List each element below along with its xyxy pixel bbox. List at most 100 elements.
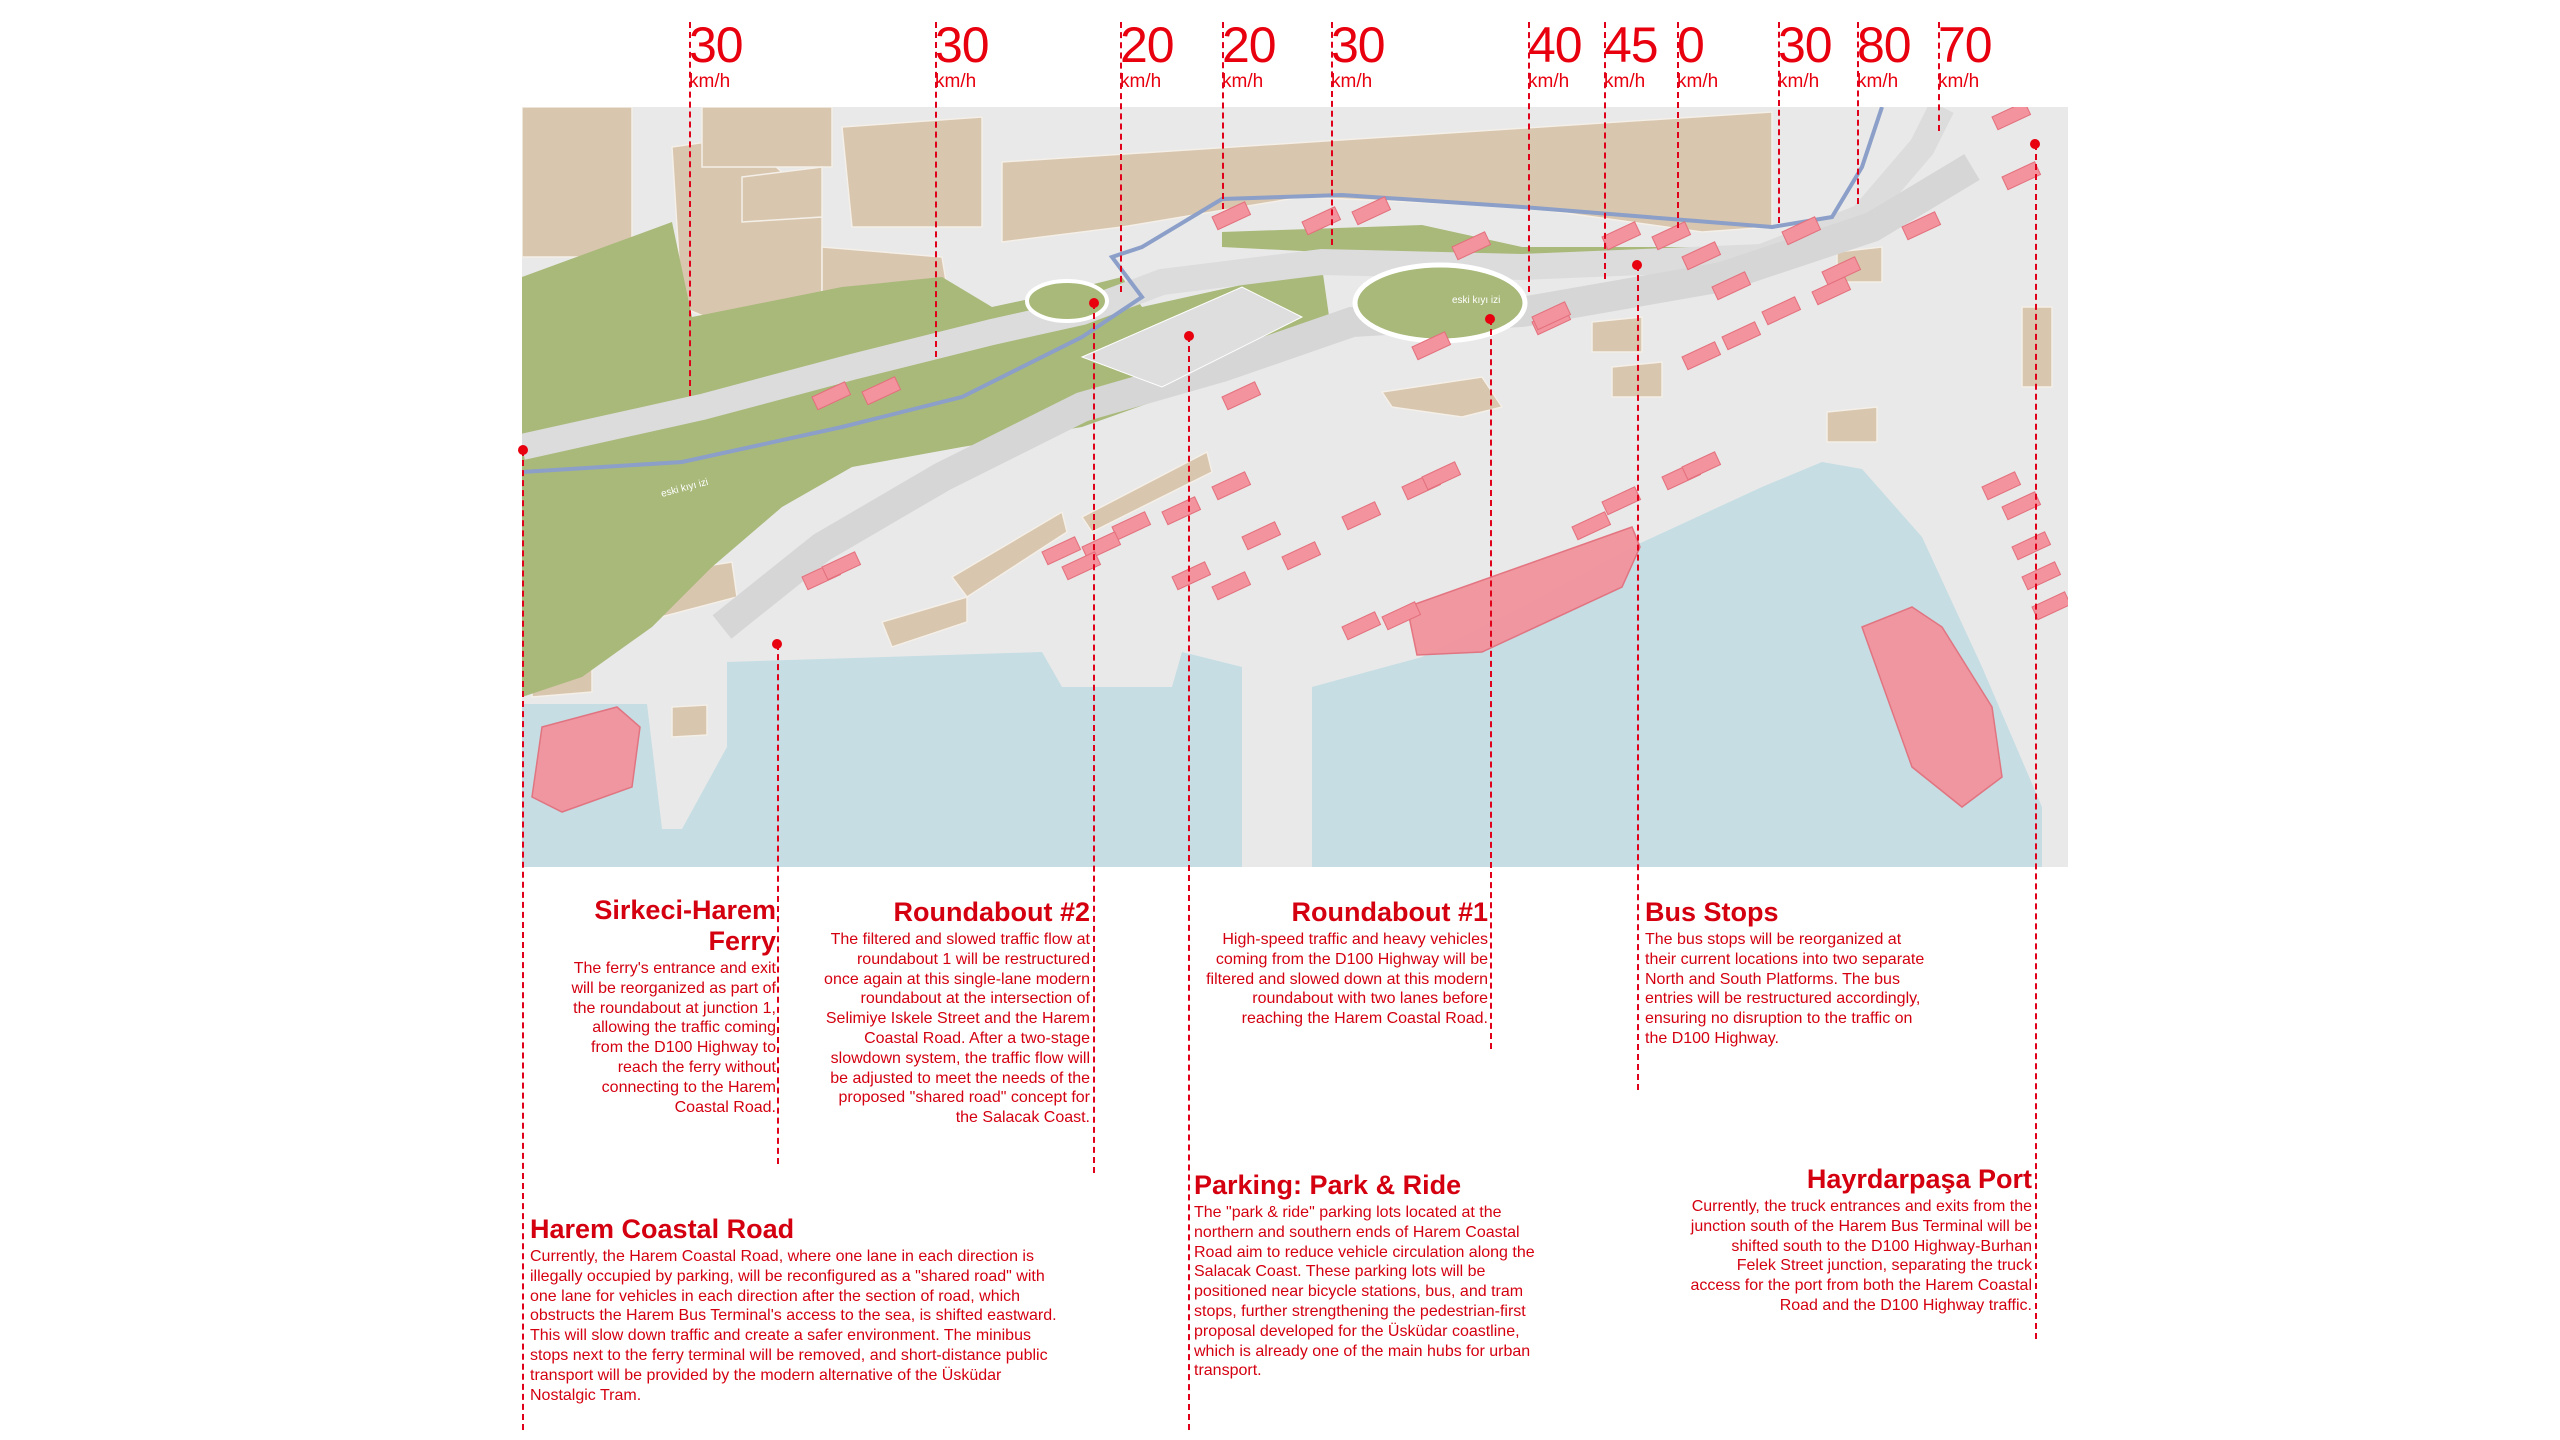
water-west xyxy=(522,652,1242,867)
vehicle xyxy=(2021,561,2062,591)
note-roundabout-1: Roundabout #1 High-speed traffic and hea… xyxy=(1200,897,1488,1029)
water-port-basin xyxy=(1312,462,2042,867)
speed-value: 20 xyxy=(1222,17,1277,73)
speed-limit-marker: 0 km/h xyxy=(1677,20,1718,91)
vehicle xyxy=(811,381,852,411)
note-ferry: Sirkeci-Harem Ferry The ferry's entrance… xyxy=(560,895,776,1117)
vehicle xyxy=(1681,341,1722,371)
vehicle xyxy=(1381,601,1422,631)
vehicle xyxy=(1041,536,1082,566)
speed-unit: km/h xyxy=(1604,71,1646,92)
callout-leader-line xyxy=(522,450,524,1430)
speed-limit-marker: 40 km/h xyxy=(1528,17,1583,91)
speed-value: 0 xyxy=(1677,17,1705,73)
vehicle xyxy=(1351,196,1392,226)
callout-leader-line xyxy=(1188,336,1190,1430)
old-shoreline-label: eski kıyı izi xyxy=(1452,295,1500,306)
note-title: Hayrdarpaşa Port xyxy=(1806,1164,2032,1194)
callout-leader-line xyxy=(1093,303,1095,1173)
speed-leader-line xyxy=(1778,22,1780,223)
callout-leader-line xyxy=(1637,265,1639,1090)
vehicle xyxy=(1901,211,1942,241)
ships xyxy=(531,526,2003,813)
vehicle xyxy=(1761,296,1802,326)
vehicle xyxy=(2001,491,2042,521)
location-pin xyxy=(518,445,528,455)
vehicle xyxy=(1531,301,1572,331)
roundabout-2 xyxy=(1025,279,1109,323)
vehicle xyxy=(1061,551,1102,581)
note-title: Roundabout #2 xyxy=(893,897,1091,927)
speed-leader-line xyxy=(935,22,937,357)
vehicle xyxy=(2001,161,2042,191)
speed-unit: km/h xyxy=(689,71,731,92)
speed-limit-marker: 20 km/h xyxy=(1120,17,1175,92)
speed-unit: km/h xyxy=(1938,71,1980,92)
vehicle xyxy=(1721,321,1762,351)
note-title: Bus Stops xyxy=(1645,897,1779,927)
d100-highway xyxy=(522,107,1954,460)
speed-leader-line xyxy=(1857,22,1859,204)
vehicle xyxy=(1991,107,2032,131)
speed-leader-line xyxy=(1528,22,1530,292)
speed-leader-line xyxy=(1120,22,1122,292)
vehicle xyxy=(1211,471,1252,501)
speed-leader-line xyxy=(1604,22,1606,279)
speed-unit: km/h xyxy=(1222,71,1264,92)
speed-value: 40 xyxy=(1528,17,1583,73)
speed-unit: km/h xyxy=(1120,71,1162,92)
coastal-road xyxy=(712,154,1980,639)
vehicle xyxy=(2011,531,2052,561)
vehicle xyxy=(1281,541,1322,571)
note-body: The ferry's entrance and exit will be re… xyxy=(571,960,776,1116)
note-body: The "park & ride" parking lots located a… xyxy=(1194,1204,1535,1380)
vehicle xyxy=(1221,381,1262,411)
vehicle-group xyxy=(801,107,2068,641)
location-pin xyxy=(772,639,782,649)
speed-value: 70 xyxy=(1938,17,1993,73)
vehicle xyxy=(1981,471,2022,501)
note-title: Sirkeci-Harem Ferry xyxy=(594,895,776,956)
speed-limit-marker: 30 km/h xyxy=(1331,17,1386,91)
note-coastal-road: Harem Coastal Road Currently, the Harem … xyxy=(530,1214,1070,1405)
note-bus-stops: Bus Stops The bus stops will be reorgani… xyxy=(1645,897,1935,1049)
vehicle xyxy=(1451,231,1492,261)
container-ship xyxy=(1406,526,1641,656)
speed-limit-marker: 20 km/h xyxy=(1222,17,1277,92)
vehicle xyxy=(1821,256,1862,286)
speed-value: 20 xyxy=(1120,17,1175,73)
callout-leader-line xyxy=(777,644,779,1164)
speed-value: 80 xyxy=(1857,17,1912,73)
vehicle xyxy=(1161,496,1202,526)
speed-value: 30 xyxy=(1331,17,1386,73)
vehicle xyxy=(1341,611,1382,641)
speed-leader-line xyxy=(1222,22,1224,209)
vehicle xyxy=(821,551,862,581)
vehicle xyxy=(1211,571,1252,601)
note-body: Currently, the Harem Coastal Road, where… xyxy=(530,1248,1057,1404)
speed-leader-line xyxy=(1331,22,1333,245)
vehicle xyxy=(1681,241,1722,271)
note-body: Currently, the truck entrances and exits… xyxy=(1690,1198,2032,1314)
speed-value: 30 xyxy=(1778,17,1833,73)
callout-leader-line xyxy=(1490,319,1492,1049)
note-title: Roundabout #1 xyxy=(1291,897,1489,927)
speed-leader-line xyxy=(1938,22,1940,131)
speed-unit: km/h xyxy=(1677,71,1719,92)
location-pin xyxy=(1485,314,1495,324)
location-pin xyxy=(1632,260,1642,270)
location-pin xyxy=(2030,139,2040,149)
vehicle xyxy=(1711,271,1752,301)
vehicle xyxy=(1241,521,1282,551)
speed-limit-marker: 30 km/h xyxy=(1778,17,1833,91)
location-pin xyxy=(1089,298,1099,308)
vehicle xyxy=(2031,591,2068,621)
note-roundabout-2: Roundabout #2 The filtered and slowed tr… xyxy=(818,897,1090,1128)
callout-leader-line xyxy=(2035,144,2037,1339)
aerial-site-plan: eski kıyı izi eski kıyı izi xyxy=(522,107,2068,867)
vehicle xyxy=(861,376,902,406)
speed-limit-marker: 30 km/h xyxy=(935,20,990,91)
ferry-ship xyxy=(531,706,641,813)
vehicle xyxy=(1781,216,1822,246)
location-pin xyxy=(1184,331,1194,341)
